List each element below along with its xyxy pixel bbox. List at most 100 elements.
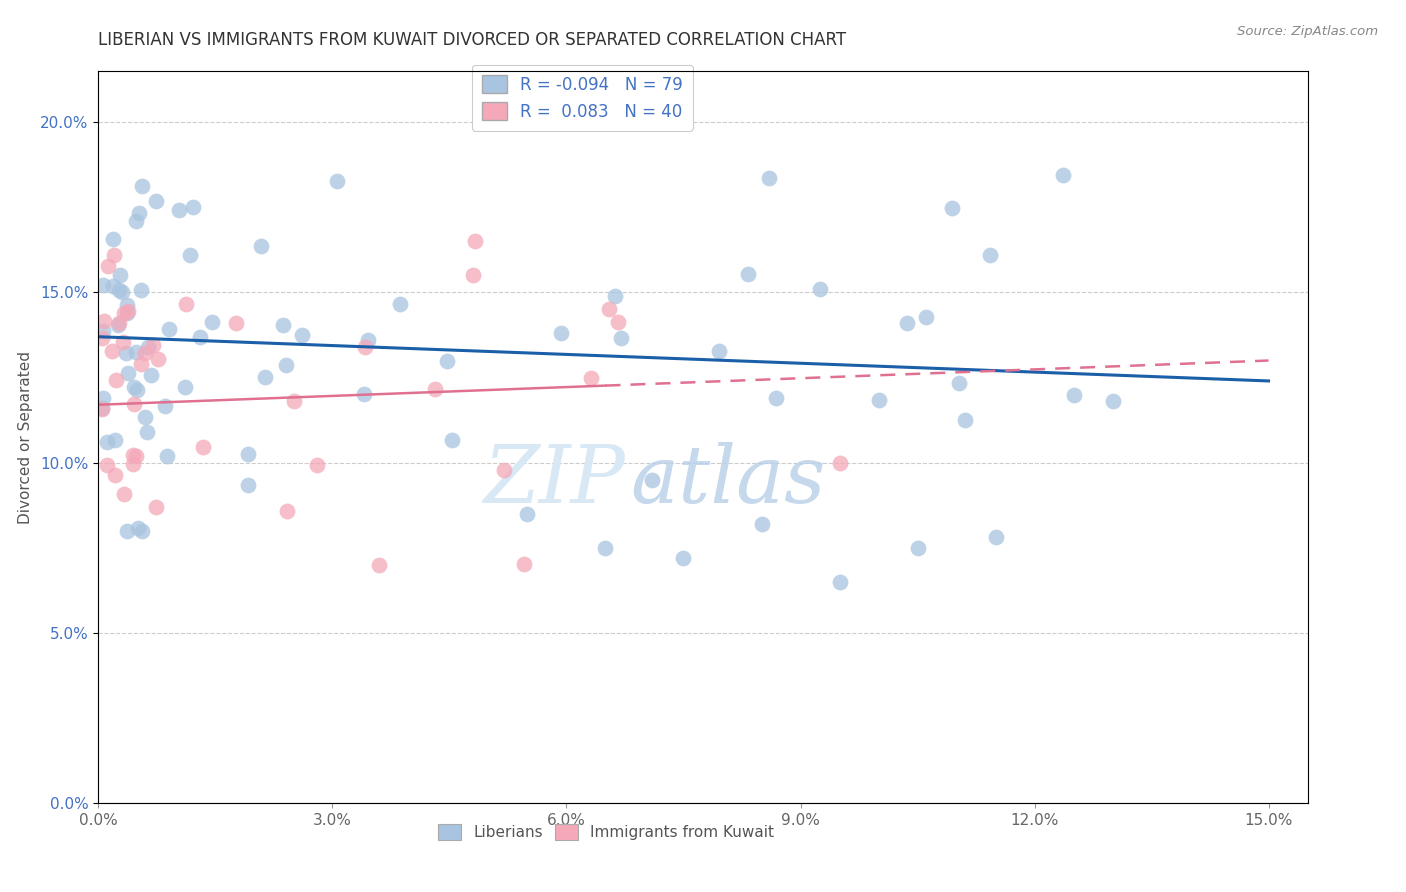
Point bbox=[492, 463, 515, 477]
Point bbox=[145, 500, 167, 514]
Point bbox=[610, 331, 633, 345]
Point bbox=[513, 557, 536, 571]
Point bbox=[357, 334, 380, 348]
Point bbox=[129, 283, 152, 297]
Point bbox=[129, 357, 152, 371]
Point bbox=[91, 401, 114, 416]
Point bbox=[117, 524, 139, 538]
Point bbox=[984, 531, 1007, 545]
Point bbox=[425, 382, 447, 396]
Point bbox=[758, 171, 780, 186]
Y-axis label: Divorced or Separated: Divorced or Separated bbox=[18, 351, 34, 524]
Point bbox=[464, 235, 486, 249]
Point bbox=[128, 206, 150, 220]
Point bbox=[104, 467, 127, 482]
Point bbox=[124, 379, 146, 393]
Point bbox=[134, 409, 156, 424]
Text: ZIP: ZIP bbox=[482, 442, 624, 520]
Point bbox=[117, 304, 139, 318]
Point bbox=[751, 516, 773, 531]
Point bbox=[131, 179, 153, 194]
Point bbox=[125, 345, 148, 359]
Point bbox=[107, 283, 129, 297]
Point bbox=[325, 174, 347, 188]
Point bbox=[868, 393, 890, 408]
Point bbox=[353, 386, 375, 401]
Point bbox=[828, 456, 851, 470]
Point bbox=[236, 447, 259, 461]
Point bbox=[641, 473, 664, 487]
Point bbox=[114, 346, 136, 360]
Point bbox=[104, 433, 127, 447]
Point bbox=[127, 521, 149, 535]
Point bbox=[146, 351, 169, 366]
Point bbox=[181, 200, 204, 214]
Point bbox=[103, 248, 125, 262]
Point bbox=[101, 343, 124, 358]
Point bbox=[91, 331, 114, 345]
Legend: Liberians, Immigrants from Kuwait: Liberians, Immigrants from Kuwait bbox=[432, 817, 780, 847]
Point bbox=[283, 394, 305, 409]
Point bbox=[914, 310, 936, 324]
Point bbox=[737, 267, 759, 281]
Text: Source: ZipAtlas.com: Source: ZipAtlas.com bbox=[1237, 25, 1378, 38]
Point bbox=[125, 383, 148, 397]
Point bbox=[828, 574, 851, 589]
Point bbox=[354, 340, 377, 354]
Point bbox=[117, 366, 139, 380]
Point bbox=[103, 232, 125, 246]
Point bbox=[91, 278, 114, 293]
Point bbox=[108, 268, 131, 282]
Point bbox=[516, 507, 538, 521]
Point bbox=[367, 558, 389, 572]
Point bbox=[93, 314, 115, 328]
Point bbox=[121, 448, 143, 462]
Point bbox=[101, 279, 124, 293]
Point bbox=[145, 194, 167, 209]
Point bbox=[112, 486, 135, 500]
Point bbox=[91, 402, 114, 417]
Point bbox=[907, 541, 929, 555]
Point bbox=[595, 541, 617, 555]
Point bbox=[115, 306, 138, 320]
Point bbox=[142, 338, 165, 352]
Point bbox=[108, 316, 131, 330]
Point bbox=[125, 214, 148, 228]
Point bbox=[765, 391, 787, 405]
Point bbox=[124, 449, 146, 463]
Point bbox=[174, 380, 197, 394]
Point bbox=[124, 397, 146, 411]
Point bbox=[134, 345, 156, 359]
Point bbox=[96, 458, 118, 472]
Point bbox=[441, 433, 464, 447]
Point bbox=[191, 440, 214, 454]
Point bbox=[276, 504, 298, 518]
Point bbox=[603, 289, 626, 303]
Point bbox=[107, 318, 129, 333]
Point bbox=[249, 239, 271, 253]
Point bbox=[672, 550, 695, 565]
Point bbox=[291, 328, 314, 343]
Point bbox=[955, 413, 977, 427]
Point bbox=[273, 318, 295, 332]
Point bbox=[112, 306, 135, 320]
Point bbox=[136, 340, 159, 354]
Point bbox=[606, 314, 628, 328]
Point bbox=[1101, 394, 1123, 409]
Point bbox=[167, 202, 190, 217]
Text: LIBERIAN VS IMMIGRANTS FROM KUWAIT DIVORCED OR SEPARATED CORRELATION CHART: LIBERIAN VS IMMIGRANTS FROM KUWAIT DIVOR… bbox=[98, 31, 846, 49]
Point bbox=[96, 434, 118, 449]
Point bbox=[461, 268, 484, 283]
Point bbox=[111, 285, 134, 299]
Point bbox=[188, 330, 211, 344]
Point bbox=[274, 358, 297, 372]
Point bbox=[1063, 387, 1085, 401]
Point bbox=[179, 248, 201, 262]
Point bbox=[135, 425, 157, 440]
Point bbox=[550, 326, 572, 340]
Point bbox=[201, 315, 224, 329]
Point bbox=[808, 282, 831, 296]
Point bbox=[122, 457, 145, 471]
Point bbox=[156, 449, 179, 463]
Point bbox=[91, 325, 114, 339]
